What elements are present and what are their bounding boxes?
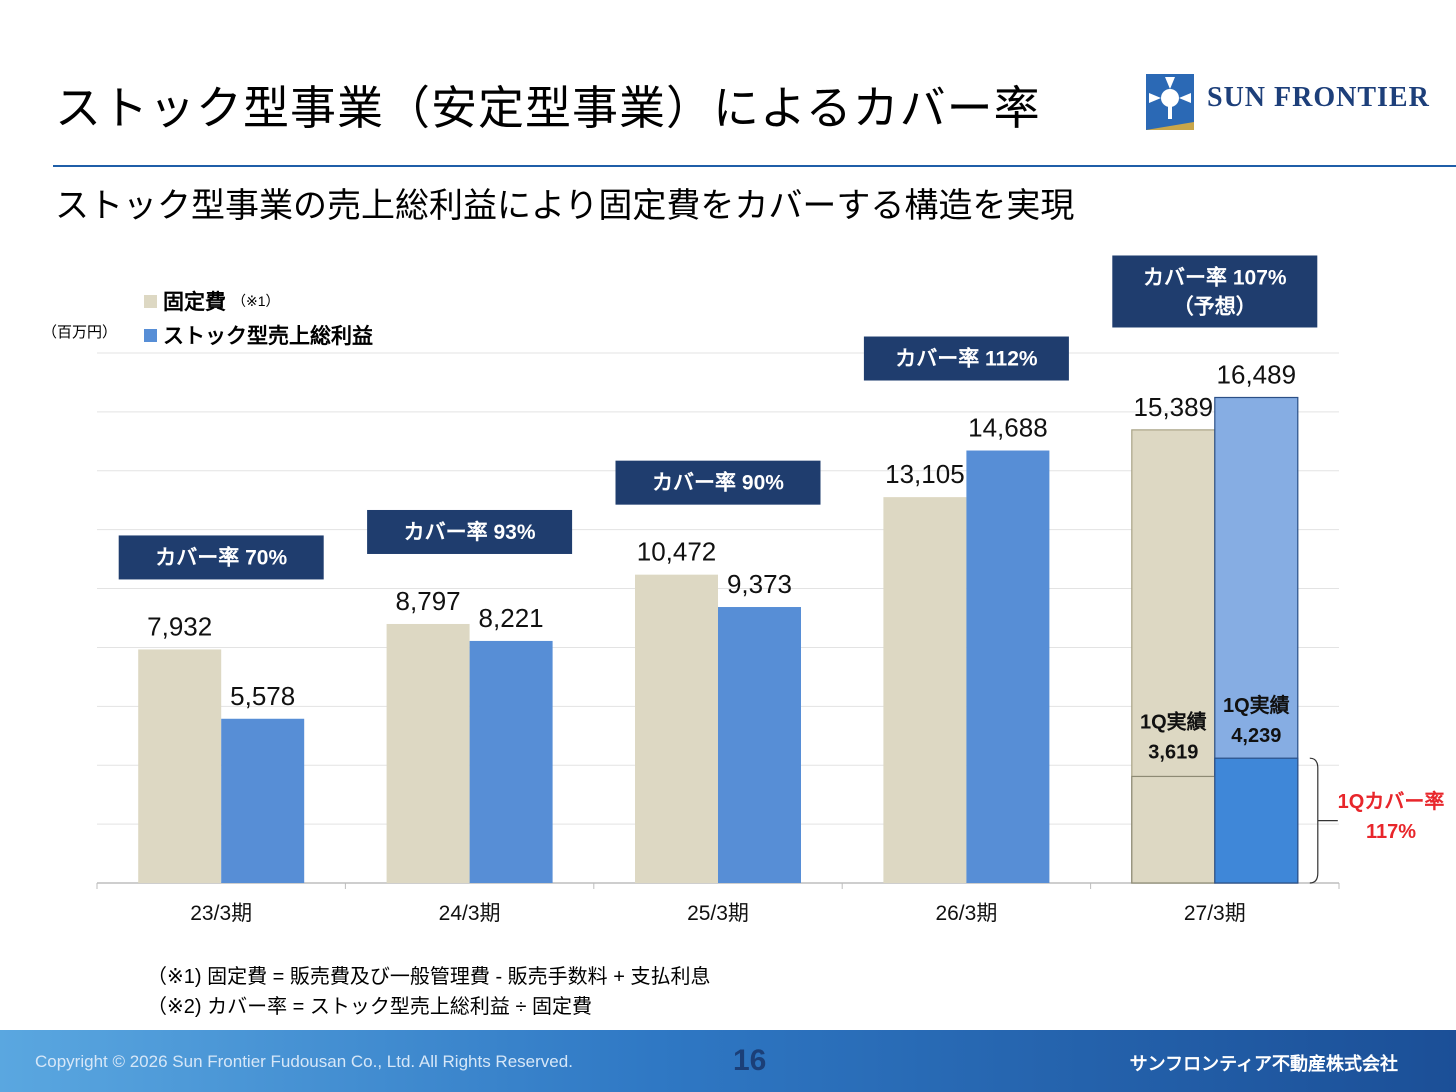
data-label-stock-profit: 14,688 (968, 413, 1048, 443)
chart-legend: 固定費 （※1） ストック型売上総利益 (144, 284, 373, 352)
chart-unit-label: （百万円） (42, 324, 118, 341)
data-label-fixed-cost: 10,472 (637, 537, 717, 567)
page-title: ストック型事業（安定型事業）によるカバー率 (55, 82, 1041, 134)
bar-stock-profit-1q-actual (1214, 757, 1299, 884)
cover-rate-label: カバー率 112% (895, 347, 1038, 371)
cover-rate-bar-chart: 7,932 5,578 23/3期 カバー率 70% 8,797 8,221 24/3期 カバ… (96, 255, 1445, 925)
bar-fixed-cost (883, 497, 967, 883)
data-label-stock-profit-1q: 1Q実績 (1223, 693, 1290, 717)
cover-rate-box (118, 535, 324, 580)
footnote-2: （※2) カバー率 = ストック型売上総利益 ÷ 固定費 (147, 996, 592, 1018)
data-label-stock-profit-1q: 4,239 (1231, 725, 1281, 747)
cover-rate-1q-label: 117% (1366, 821, 1416, 843)
legend-swatch-fixed-cost (144, 294, 157, 308)
bar-fixed-cost (138, 649, 222, 883)
data-label-fixed-cost-1q: 1Q実績 (1140, 709, 1207, 733)
cover-rate-label: カバー率 107% (1143, 265, 1287, 289)
bar-stock-profit (718, 607, 801, 883)
legend-note-fixed-cost: （※1） (232, 293, 280, 309)
data-label-fixed-cost: 15,389 (1134, 392, 1214, 422)
data-label-fixed-cost: 13,105 (885, 459, 965, 489)
footer-bar: Copyright © 2026 Sun Frontier Fudousan C… (0, 1030, 1456, 1092)
header-divider (53, 165, 1456, 167)
x-tick-label: 25/3期 (687, 902, 749, 925)
data-label-stock-profit: 8,221 (479, 603, 544, 633)
cover-rate-box (1112, 255, 1318, 328)
data-label-fixed-cost: 8,797 (396, 586, 461, 616)
legend-swatch-stock-profit (144, 328, 157, 342)
bar-stock-profit (469, 640, 553, 883)
x-tick-label: 24/3期 (439, 902, 501, 925)
data-label-stock-profit: 9,373 (727, 569, 792, 599)
bar-fixed-cost-1q-actual (1131, 775, 1216, 884)
bracket-1q (1309, 757, 1319, 884)
cover-rate-label: カバー率 70% (155, 545, 287, 569)
x-tick-label: 23/3期 (190, 902, 252, 925)
company-logo: SUN FRONTIER (1143, 72, 1429, 134)
copyright-text: Copyright © 2026 Sun Frontier Fudousan C… (35, 1052, 573, 1071)
bar-fixed-cost (635, 574, 718, 883)
footnote-1: （※1) 固定費 = 販売費及び一般管理費 - 販売手数料 + 支払利息 (147, 966, 711, 988)
legend-label-stock-profit: ストック型売上総利益 (163, 325, 373, 348)
x-tick-label: 26/3期 (935, 902, 997, 925)
company-name: サンフロンティア不動産株式会社 (1129, 1054, 1398, 1074)
bar-stock-profit (221, 718, 305, 883)
x-tick-label: 27/3期 (1184, 902, 1246, 925)
data-label-stock-profit: 5,578 (230, 681, 295, 711)
cover-rate-label: （予想） (1173, 294, 1257, 318)
cover-rate-1q-label: 1Qカバー率 (1338, 789, 1445, 813)
data-label-fixed-cost-1q: 3,619 (1148, 741, 1198, 763)
logo-text: SUN FRONTIER (1207, 82, 1430, 113)
cover-rate-box (863, 336, 1069, 381)
cover-rate-label: カバー率 90% (652, 471, 784, 495)
cover-rate-box (615, 460, 821, 505)
data-label-stock-profit: 16,489 (1217, 359, 1297, 389)
cover-rate-label: カバー率 93% (404, 520, 536, 544)
logo-emblem-icon (1146, 74, 1194, 130)
legend-label-fixed-cost: 固定費 (163, 291, 226, 314)
legend-item-fixed-cost: 固定費 （※1） (144, 284, 373, 318)
page-number: 16 (733, 1044, 767, 1077)
cover-rate-box (367, 509, 573, 554)
page-subtitle: ストック型事業の売上総利益により固定費をカバーする構造を実現 (55, 187, 1075, 225)
legend-item-stock-profit: ストック型売上総利益 (144, 318, 373, 352)
bar-fixed-cost (386, 623, 470, 883)
data-label-fixed-cost: 7,932 (147, 611, 212, 641)
bar-stock-profit (966, 450, 1050, 883)
